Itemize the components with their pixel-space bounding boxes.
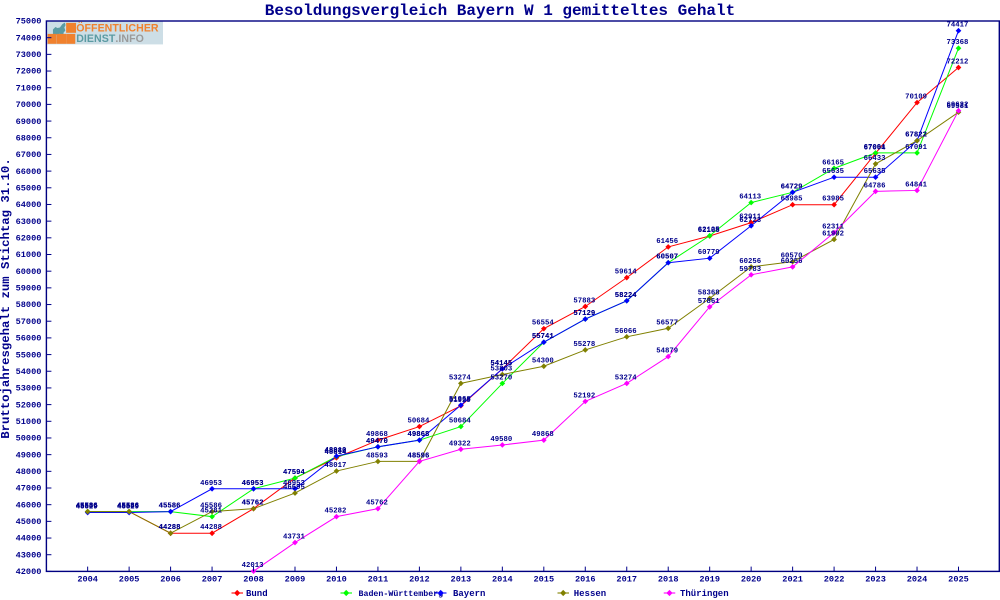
svg-text:Thüringen: Thüringen bbox=[680, 589, 729, 599]
svg-text:Bayern: Bayern bbox=[453, 589, 485, 599]
svg-text:Bund: Bund bbox=[246, 589, 268, 599]
svg-text:Baden-Württemberg: Baden-Württemberg bbox=[359, 589, 444, 599]
svg-text:Hessen: Hessen bbox=[574, 589, 606, 599]
